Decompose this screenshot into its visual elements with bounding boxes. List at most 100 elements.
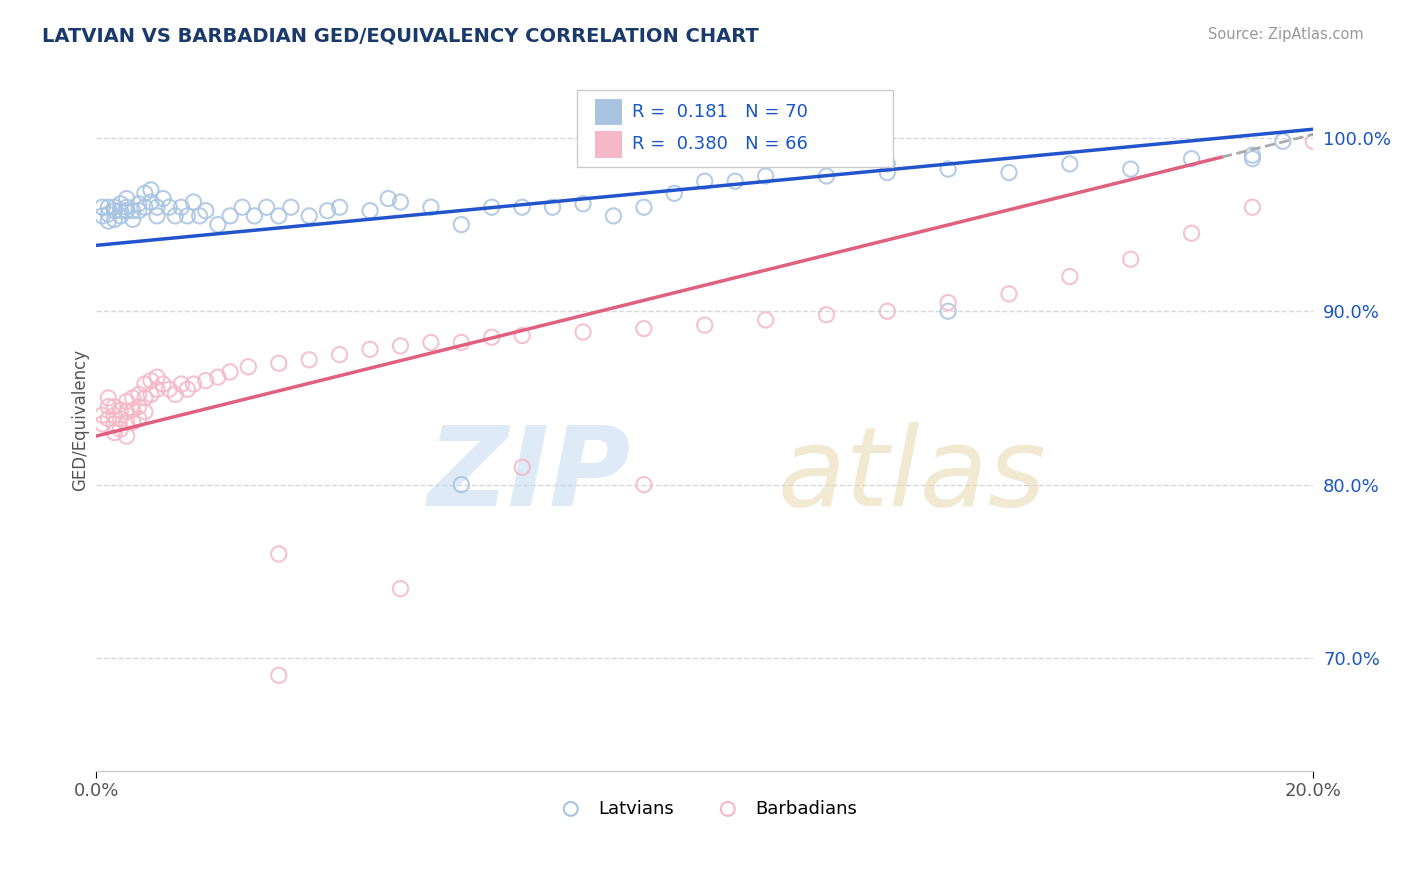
Point: [755, 313, 778, 327]
Point: [389, 582, 412, 596]
Point: [876, 165, 898, 179]
Point: [998, 165, 1021, 179]
Point: [103, 200, 125, 214]
Point: [936, 304, 959, 318]
Point: [1302, 134, 1324, 148]
Point: [329, 200, 352, 214]
Point: [188, 209, 211, 223]
Point: [110, 422, 132, 436]
Point: [110, 209, 132, 223]
Point: [876, 304, 898, 318]
Point: [139, 387, 162, 401]
Point: [97, 411, 120, 425]
Point: [755, 169, 778, 183]
Point: [134, 377, 156, 392]
Point: [134, 200, 156, 214]
Point: [121, 391, 143, 405]
Point: [128, 411, 150, 425]
Point: [91, 409, 114, 423]
Point: [298, 209, 321, 223]
Point: [815, 308, 838, 322]
Point: [633, 477, 655, 491]
Point: [510, 328, 533, 343]
Point: [115, 192, 138, 206]
Point: [359, 343, 381, 357]
Point: [139, 374, 162, 388]
Point: [146, 200, 169, 214]
Point: [243, 209, 266, 223]
Y-axis label: GED/Equivalency: GED/Equivalency: [72, 349, 89, 491]
Point: [110, 196, 132, 211]
Point: [602, 209, 624, 223]
Point: [1241, 200, 1264, 214]
Point: [316, 203, 339, 218]
Point: [256, 200, 278, 214]
Point: [183, 377, 205, 392]
Point: [329, 348, 352, 362]
Point: [664, 186, 686, 201]
Point: [724, 174, 747, 188]
Point: [103, 400, 125, 414]
Point: [633, 321, 655, 335]
Point: [1241, 148, 1264, 162]
Point: [128, 196, 150, 211]
Point: [359, 203, 381, 218]
Point: [121, 212, 143, 227]
Point: [103, 417, 125, 431]
Point: [176, 209, 198, 223]
Point: [170, 200, 193, 214]
Point: [115, 394, 138, 409]
Point: [419, 335, 441, 350]
Point: [134, 186, 156, 201]
Point: [128, 203, 150, 218]
Point: [510, 200, 533, 214]
Point: [91, 200, 114, 214]
Point: [298, 352, 321, 367]
Point: [176, 382, 198, 396]
Point: [389, 194, 412, 209]
Point: [510, 460, 533, 475]
Point: [157, 382, 180, 396]
Point: [572, 325, 595, 339]
Point: [389, 339, 412, 353]
Point: [1271, 134, 1294, 148]
Point: [146, 382, 169, 396]
Text: R =  0.380   N = 66: R = 0.380 N = 66: [631, 136, 807, 153]
Text: ZIP: ZIP: [429, 422, 631, 529]
Point: [91, 417, 114, 431]
Point: [115, 203, 138, 218]
Point: [876, 157, 898, 171]
Point: [1180, 226, 1202, 240]
Point: [115, 405, 138, 419]
Point: [633, 200, 655, 214]
Point: [170, 377, 193, 392]
Point: [128, 387, 150, 401]
Point: [139, 183, 162, 197]
Point: [97, 400, 120, 414]
Point: [207, 370, 229, 384]
Point: [157, 200, 180, 214]
Point: [110, 411, 132, 425]
Point: [936, 162, 959, 177]
Point: [152, 192, 174, 206]
Point: [97, 207, 120, 221]
Point: [103, 425, 125, 440]
Point: [103, 203, 125, 218]
Point: [103, 212, 125, 227]
Point: [183, 194, 205, 209]
Point: [572, 196, 595, 211]
Point: [1241, 152, 1264, 166]
Point: [1180, 152, 1202, 166]
Point: [121, 403, 143, 417]
Bar: [595, 99, 621, 126]
Point: [134, 405, 156, 419]
Point: [97, 200, 120, 214]
Point: [115, 415, 138, 429]
Point: [134, 391, 156, 405]
Point: [450, 335, 472, 350]
Point: [152, 377, 174, 392]
Point: [207, 218, 229, 232]
Text: atlas: atlas: [778, 422, 1046, 529]
Point: [121, 203, 143, 218]
Point: [194, 203, 217, 218]
